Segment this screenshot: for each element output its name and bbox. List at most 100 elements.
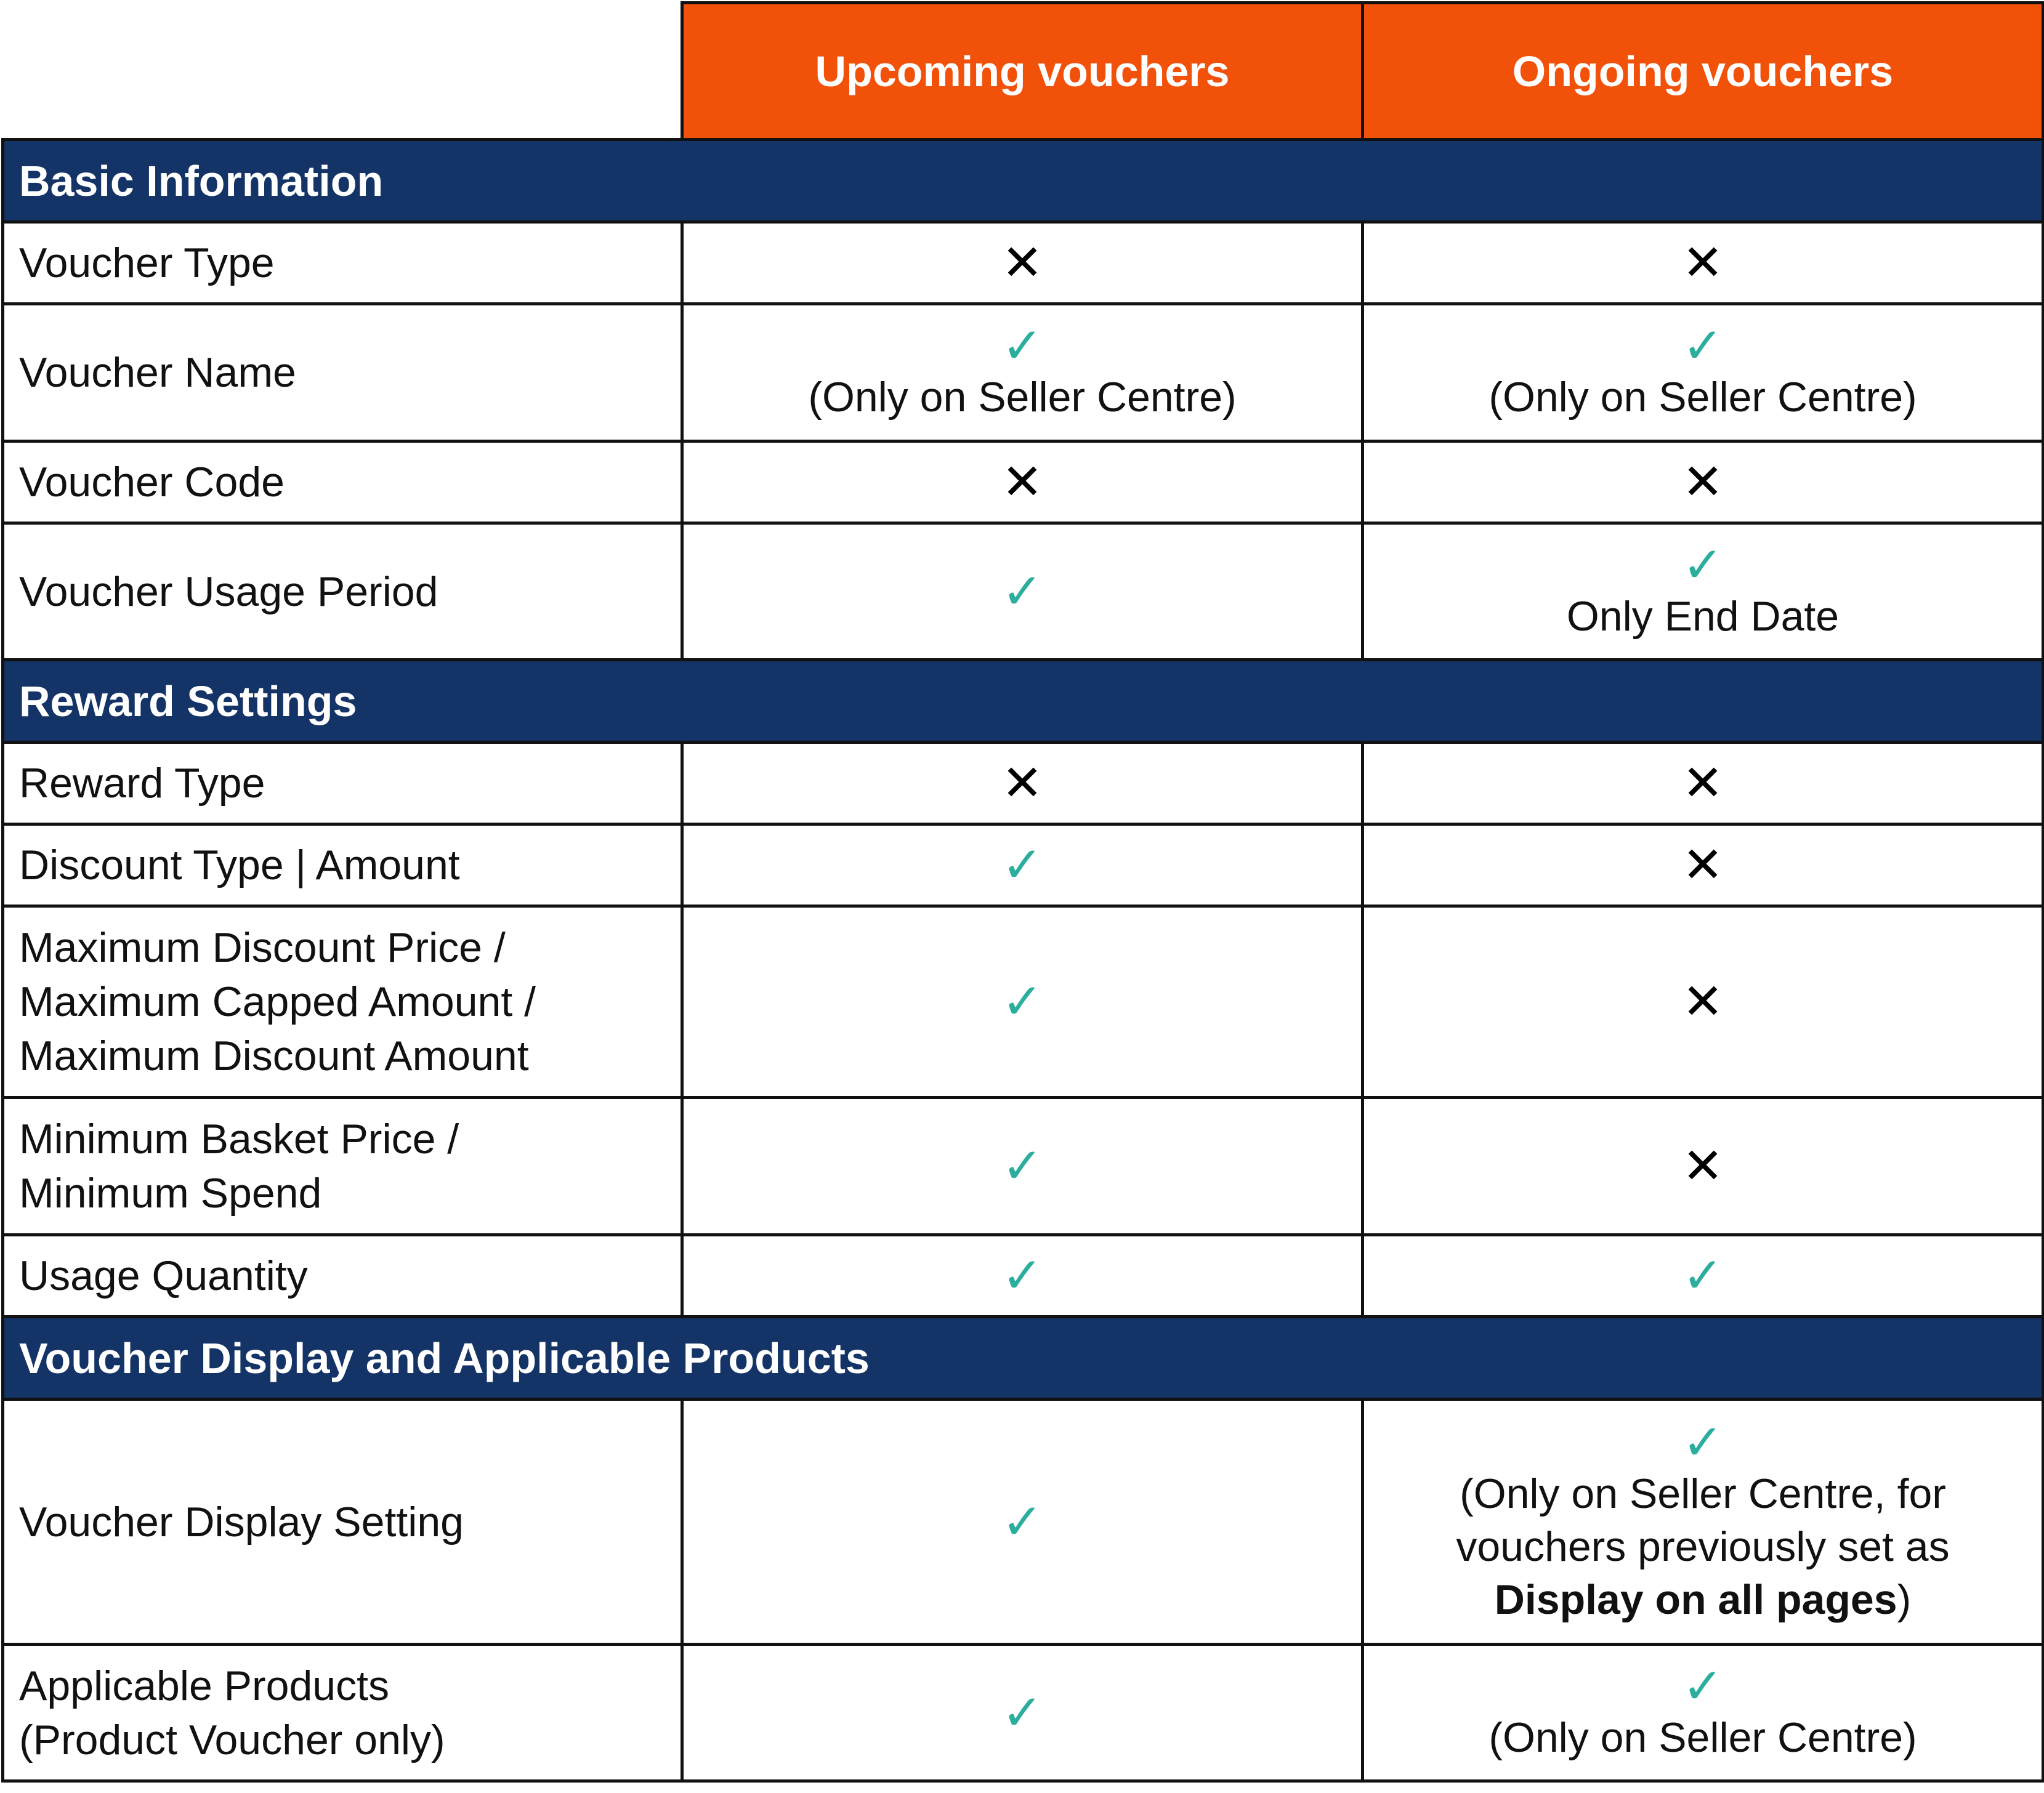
check-icon: ✓: [1001, 1685, 1043, 1740]
label-cell: Voucher Usage Period: [1, 522, 684, 661]
cross-icon: ✕: [1001, 454, 1043, 509]
check-icon: ✓: [1001, 563, 1043, 619]
section-title: Basic Information: [1, 138, 2044, 224]
table-row: Voucher Name ✓ (Only on Seller Centre) ✓ (On…: [1, 302, 2044, 443]
table-row: Discount Type | Amount ✓ ✕: [1, 823, 2044, 908]
ongoing-cell: ✓ Only End Date: [1361, 522, 2044, 661]
label-cell: Maximum Discount Price / Maximum Capped A…: [1, 905, 684, 1099]
ongoing-cell: ✕: [1361, 220, 2044, 305]
label-cell: Applicable Products (Product Voucher only…: [1, 1643, 684, 1783]
ongoing-cell: ✕: [1361, 741, 2044, 826]
table-row: Voucher Type ✕ ✕: [1, 220, 2044, 305]
cross-icon: ✕: [1682, 454, 1724, 509]
upcoming-cell: ✓ (Only on Seller Centre): [681, 302, 1364, 443]
check-icon: ✓: [1682, 318, 1724, 373]
ongoing-cell: ✕: [1361, 1096, 2044, 1236]
row-label-line: (Product Voucher only): [19, 1716, 445, 1763]
cross-icon: ✕: [1001, 755, 1043, 810]
label-cell: Voucher Type: [1, 220, 684, 305]
row-label: Discount Type | Amount: [19, 842, 460, 888]
table-row: Applicable Products (Product Voucher only…: [1, 1643, 2044, 1783]
check-icon: ✓: [1682, 1658, 1724, 1714]
section-title: Voucher Display and Applicable Products: [1, 1315, 2044, 1401]
upcoming-cell: ✕: [681, 440, 1364, 525]
cross-icon: ✕: [1682, 1138, 1724, 1193]
row-label: Usage Quantity: [19, 1252, 308, 1299]
empty-corner: [2, 2, 682, 141]
label-cell: Discount Type | Amount: [1, 823, 684, 908]
table-row: Reward Type ✕ ✕: [1, 741, 2044, 826]
cross-icon: ✕: [1682, 235, 1724, 290]
cross-icon: ✕: [1682, 974, 1724, 1029]
cross-icon: ✕: [1001, 235, 1043, 290]
check-icon: ✓: [1001, 837, 1043, 892]
upcoming-cell: ✓: [681, 823, 1364, 908]
row-label-line: Minimum Spend: [19, 1170, 322, 1217]
row-label: Maximum Discount Price /: [19, 924, 506, 971]
section-header: Basic Information: [1, 138, 2044, 224]
upcoming-cell: ✕: [681, 220, 1364, 305]
upcoming-cell: ✓: [681, 522, 1364, 661]
check-icon: ✓: [1001, 1494, 1043, 1549]
note-end: ): [1897, 1576, 1912, 1623]
check-icon: ✓: [1001, 1138, 1043, 1193]
table-row: Voucher Code ✕ ✕: [1, 440, 2044, 525]
ongoing-cell: ✓: [1361, 1233, 2044, 1318]
row-label: Voucher Type: [19, 240, 275, 286]
row-label: Voucher Code: [19, 459, 285, 506]
upcoming-cell: ✕: [681, 741, 1364, 826]
cell-note: Display on all pages): [1364, 1573, 2042, 1626]
row-label: Voucher Display Setting: [19, 1498, 464, 1545]
upcoming-cell: ✓: [681, 1643, 1364, 1783]
upcoming-cell: ✓: [681, 1096, 1364, 1236]
cell-note: (Only on Seller Centre): [1489, 1714, 1917, 1761]
check-icon: ✓: [1682, 1414, 1724, 1470]
row-label: Reward Type: [19, 760, 265, 807]
section-header: Voucher Display and Applicable Products: [1, 1315, 2044, 1401]
column-header-upcoming: Upcoming vouchers: [681, 1, 1364, 141]
table-row: Maximum Discount Price / Maximum Capped A…: [1, 905, 2044, 1099]
upcoming-cell: ✓: [681, 1233, 1364, 1318]
row-label: Voucher Name: [19, 349, 296, 396]
label-cell: Voucher Name: [1, 302, 684, 443]
ongoing-cell: ✕: [1361, 823, 2044, 908]
table-row: Usage Quantity ✓ ✓: [1, 1233, 2044, 1318]
column-header-ongoing: Ongoing vouchers: [1361, 1, 2044, 141]
ongoing-cell: ✓ (Only on Seller Centre): [1361, 1643, 2044, 1783]
table-row: Voucher Display Setting ✓ ✓ (Only on Seller…: [1, 1398, 2044, 1646]
cell-note: vouchers previously set as: [1456, 1523, 1950, 1570]
table-row: Minimum Basket Price / Minimum Spend ✓ ✕: [1, 1096, 2044, 1236]
label-cell: Usage Quantity: [1, 1233, 684, 1318]
cross-icon: ✕: [1682, 837, 1724, 892]
section-header: Reward Settings: [1, 658, 2044, 744]
cross-icon: ✕: [1682, 755, 1724, 810]
upcoming-cell: ✓: [681, 905, 1364, 1099]
label-cell: Voucher Display Setting: [1, 1398, 684, 1646]
cell-note: Only End Date: [1566, 592, 1840, 640]
row-label-line: Maximum Discount Amount: [19, 1033, 529, 1079]
row-label-line: Maximum Capped Amount /: [19, 978, 536, 1025]
label-cell: Voucher Code: [1, 440, 684, 525]
check-icon: ✓: [1001, 974, 1043, 1029]
row-label: Voucher Usage Period: [19, 568, 438, 615]
ongoing-cell: ✕: [1361, 905, 2044, 1099]
table-row: Voucher Usage Period ✓ ✓ Only End Date: [1, 522, 2044, 661]
ongoing-cell: ✓ (Only on Seller Centre): [1361, 302, 2044, 443]
row-label: Minimum Basket Price /: [19, 1116, 459, 1162]
ongoing-cell: ✕: [1361, 440, 2044, 525]
bold-note: Display on all pages: [1494, 1576, 1897, 1623]
check-icon: ✓: [1682, 1248, 1724, 1303]
cell-note: (Only on Seller Centre): [808, 374, 1237, 421]
row-label: Applicable Products: [19, 1662, 390, 1709]
upcoming-cell: ✓: [681, 1398, 1364, 1646]
cell-note: (Only on Seller Centre): [1489, 374, 1917, 421]
section-title: Reward Settings: [1, 658, 2044, 744]
check-icon: ✓: [1682, 537, 1724, 592]
check-icon: ✓: [1001, 1248, 1043, 1303]
label-cell: Minimum Basket Price / Minimum Spend: [1, 1096, 684, 1236]
ongoing-cell: ✓ (Only on Seller Centre, for vouchers pre…: [1361, 1398, 2044, 1646]
label-cell: Reward Type: [1, 741, 684, 826]
cell-note: (Only on Seller Centre, for: [1460, 1470, 1946, 1517]
check-icon: ✓: [1001, 318, 1043, 373]
